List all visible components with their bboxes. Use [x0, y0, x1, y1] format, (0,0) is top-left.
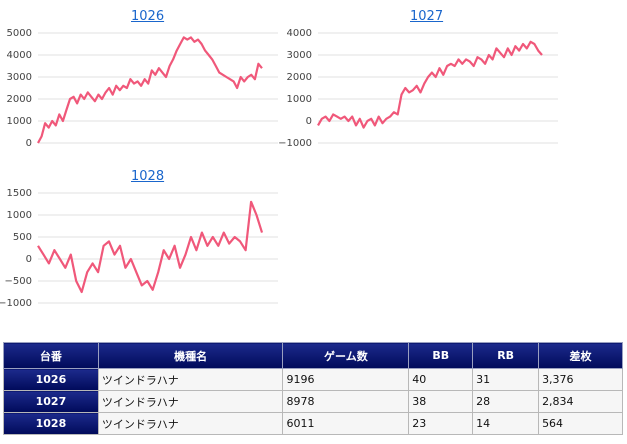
machine-number-cell[interactable]: 1026 [3, 368, 99, 391]
model-name-cell: ツインドラハナ [97, 368, 284, 391]
y-tick-label: 1000 [7, 116, 32, 127]
y-tick-label: 1000 [287, 94, 312, 105]
y-tick-label: −1000 [0, 298, 32, 309]
y-tick-label: 0 [306, 116, 312, 127]
table-row: 1028 ツインドラハナ 6011 23 14 564 [3, 412, 623, 435]
machine-number-cell[interactable]: 1027 [3, 390, 99, 413]
machine-stats-table: 台番 機種名 ゲーム数 BB RB 差枚 1026 ツインドラハナ 9196 4… [3, 342, 623, 435]
y-tick-label: 500 [13, 232, 32, 243]
model-name-cell: ツインドラハナ [97, 390, 284, 413]
coin-difference-cell: 2,834 [538, 390, 623, 413]
col-header-coin-difference[interactable]: 差枚 [538, 342, 623, 369]
coin-difference-cell: 564 [538, 412, 623, 435]
chart-title-1026[interactable]: 1026 [131, 9, 165, 24]
y-tick-label: 3000 [287, 50, 312, 61]
table-header-row: 台番 機種名 ゲーム数 BB RB 差枚 [3, 342, 623, 369]
y-tick-label: 0 [26, 138, 32, 149]
y-tick-label: 1500 [7, 188, 32, 199]
game-count-cell: 8978 [282, 390, 410, 413]
line-chart-1028: −1000 −500 0 500 1000 1500 [0, 188, 278, 309]
rb-cell: 14 [472, 412, 540, 435]
y-tick-label: 3000 [7, 72, 32, 83]
game-count-cell: 6011 [282, 412, 410, 435]
bb-cell: 40 [408, 368, 474, 391]
y-tick-label: −500 [5, 276, 32, 287]
game-count-cell: 9196 [282, 368, 410, 391]
coin-difference-cell: 3,376 [538, 368, 623, 391]
y-tick-label: 1000 [7, 210, 32, 221]
series-line [37, 36, 263, 144]
col-header-rb[interactable]: RB [472, 342, 540, 369]
bb-cell: 38 [408, 390, 474, 413]
col-header-game-count[interactable]: ゲーム数 [282, 342, 410, 369]
rb-cell: 31 [472, 368, 540, 391]
machine-number-cell[interactable]: 1028 [3, 412, 99, 435]
col-header-bb[interactable]: BB [408, 342, 474, 369]
series-line [317, 40, 543, 129]
col-header-machine-number[interactable]: 台番 [3, 342, 99, 369]
line-chart-1027: −1000 0 1000 2000 3000 4000 [278, 28, 558, 149]
y-tick-label: 4000 [7, 50, 32, 61]
y-tick-label: 2000 [287, 72, 312, 83]
y-tick-label: 4000 [287, 28, 312, 39]
col-header-model-name[interactable]: 機種名 [97, 342, 284, 369]
y-tick-label: 2000 [7, 94, 32, 105]
series-line [37, 200, 264, 294]
chart-title-1027[interactable]: 1027 [410, 9, 444, 24]
table-row: 1027 ツインドラハナ 8978 38 28 2,834 [3, 390, 623, 413]
rb-cell: 28 [472, 390, 540, 413]
chart-title-1028[interactable]: 1028 [131, 169, 165, 184]
model-name-cell: ツインドラハナ [97, 412, 284, 435]
line-chart-1026: 0 1000 2000 3000 4000 5000 [7, 28, 278, 149]
y-tick-label: −1000 [278, 138, 312, 149]
bb-cell: 23 [408, 412, 474, 435]
table-row: 1026 ツインドラハナ 9196 40 31 3,376 [3, 368, 623, 391]
y-tick-label: 5000 [7, 28, 32, 39]
y-tick-label: 0 [26, 254, 32, 265]
